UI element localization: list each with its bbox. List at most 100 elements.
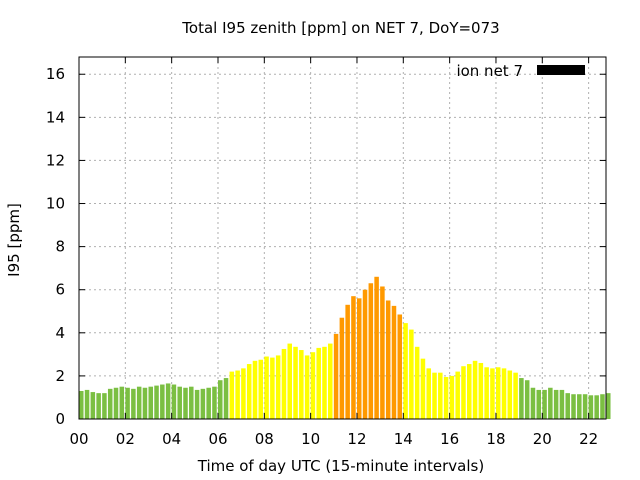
bar [397, 314, 403, 419]
bar [131, 388, 136, 419]
bar [142, 387, 148, 419]
bar [235, 370, 240, 419]
x-tick-label: 00 [69, 430, 88, 448]
legend-swatch [537, 65, 585, 75]
bar [165, 383, 171, 419]
plot-frame [78, 56, 607, 420]
bar [189, 386, 194, 419]
bar [582, 394, 588, 419]
bar [542, 389, 547, 419]
bar [200, 388, 206, 419]
bar [513, 372, 518, 419]
bar [293, 346, 298, 419]
bar [194, 389, 200, 419]
bar [229, 371, 235, 419]
bar [362, 289, 368, 419]
bar [333, 333, 339, 419]
bar [588, 395, 594, 419]
x-tick-label: 14 [394, 430, 413, 448]
bar [252, 360, 258, 419]
bar [206, 387, 211, 419]
bar [559, 389, 565, 419]
y-tick-label: 16 [46, 65, 65, 83]
bar [310, 352, 316, 419]
bar [241, 368, 246, 419]
x-tick-label: 06 [208, 430, 227, 448]
bar [484, 367, 489, 419]
bar [136, 386, 142, 419]
bar [316, 347, 321, 419]
x-tick-label: 08 [255, 430, 274, 448]
x-tick-label: 22 [579, 430, 598, 448]
bar [536, 389, 542, 419]
x-tick-label: 16 [440, 430, 459, 448]
bar [472, 360, 478, 419]
bar [519, 378, 524, 419]
bar [530, 387, 536, 419]
bar [79, 390, 84, 419]
bar [495, 367, 501, 419]
bar [548, 387, 553, 419]
y-tick-label: 12 [46, 151, 65, 169]
bar [125, 387, 130, 419]
bar [328, 343, 333, 419]
legend: ion net 7 [456, 62, 585, 80]
bar [461, 366, 466, 419]
bar [600, 394, 605, 419]
x-tick-label: 12 [347, 430, 366, 448]
bar [432, 372, 437, 419]
bar [380, 286, 385, 419]
bar [246, 364, 252, 419]
bar [223, 378, 229, 419]
y-axis-label: I95 [ppm] [5, 203, 23, 277]
x-tick-label: 18 [486, 430, 505, 448]
bar [113, 387, 119, 419]
bar [420, 358, 426, 419]
bar [322, 346, 327, 419]
bar [96, 393, 101, 419]
y-tick-label: 14 [46, 108, 65, 126]
x-tick-label: 02 [116, 430, 135, 448]
bar [177, 386, 182, 419]
x-tick-label: 04 [162, 430, 181, 448]
bar [90, 392, 96, 419]
bar [571, 394, 576, 419]
bar [594, 395, 599, 419]
bar [553, 389, 559, 419]
bar [345, 304, 350, 419]
bar [467, 364, 472, 419]
bar [368, 283, 374, 419]
bar [270, 357, 275, 419]
bar [171, 384, 177, 419]
bar [478, 362, 484, 419]
bar [258, 359, 264, 419]
bar [403, 323, 408, 419]
bar [426, 368, 431, 419]
bar [304, 355, 310, 419]
bar [339, 317, 345, 419]
y-tick-label: 4 [55, 324, 65, 342]
bar [217, 380, 223, 419]
bars [79, 276, 611, 419]
bar [148, 386, 154, 419]
bar [107, 388, 113, 419]
bar [565, 393, 570, 419]
bar [438, 372, 443, 419]
y-tick-label: 8 [55, 238, 65, 256]
bar [281, 348, 287, 419]
bar [119, 386, 125, 419]
x-tick-label: 20 [533, 430, 552, 448]
bar [414, 346, 420, 419]
bar [501, 368, 507, 419]
legend-label: ion net 7 [456, 62, 523, 80]
x-axis-label: Time of day UTC (15-minute intervals) [197, 457, 484, 475]
y-tick-label: 10 [46, 195, 65, 213]
bar [287, 343, 293, 419]
bar [264, 356, 269, 419]
bar [154, 385, 159, 419]
bar [606, 393, 611, 419]
bar [385, 300, 391, 419]
bar [356, 298, 362, 419]
